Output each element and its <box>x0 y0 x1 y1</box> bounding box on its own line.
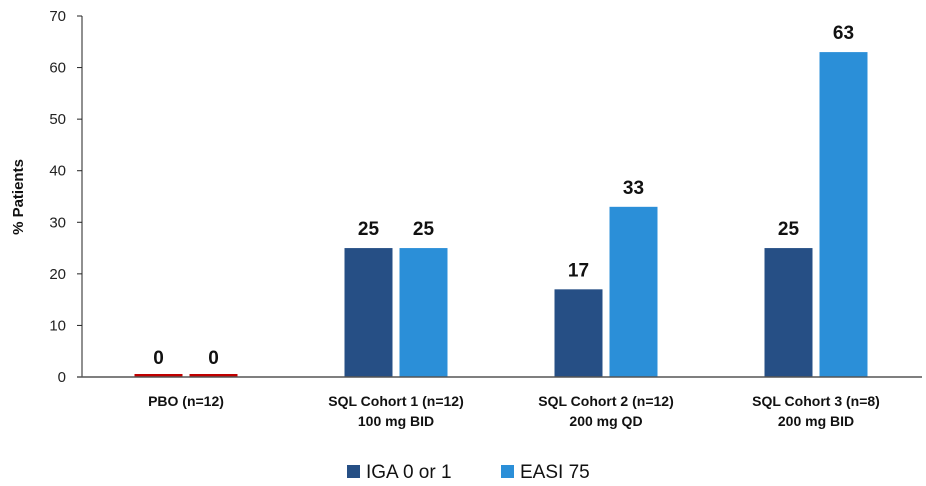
data-label: 25 <box>413 219 435 240</box>
data-label: 63 <box>833 23 854 44</box>
y-tick-label: 50 <box>49 111 66 128</box>
y-axis-title: % Patients <box>10 159 27 235</box>
bar-easi-75 <box>189 374 238 377</box>
y-tick-label: 70 <box>49 8 66 25</box>
x-category-label: PBO (n=12) <box>148 393 224 409</box>
bar-iga-0-or-1 <box>764 248 813 377</box>
bar-easi-75 <box>819 52 868 377</box>
data-label: 25 <box>778 219 800 240</box>
data-label: 0 <box>208 348 219 369</box>
x-category-label: 200 mg BID <box>778 413 854 429</box>
y-tick-label: 40 <box>49 163 66 180</box>
data-label: 17 <box>568 260 589 281</box>
data-label: 33 <box>623 178 644 199</box>
legend-label: EASI 75 <box>520 462 590 483</box>
x-category-label: SQL Cohort 2 (n=12) <box>538 393 673 409</box>
y-tick-label: 60 <box>49 60 66 77</box>
bar-iga-0-or-1 <box>344 248 393 377</box>
x-category-label: SQL Cohort 3 (n=8) <box>752 393 880 409</box>
x-category-label: 200 mg QD <box>569 413 642 429</box>
legend-swatch <box>347 465 360 478</box>
legend-swatch <box>501 465 514 478</box>
y-tick-label: 10 <box>49 317 66 334</box>
data-label: 0 <box>153 348 164 369</box>
bar-iga-0-or-1 <box>554 289 603 377</box>
data-label: 25 <box>358 219 380 240</box>
y-tick-label: 0 <box>58 369 66 386</box>
x-category-label: SQL Cohort 1 (n=12) <box>328 393 463 409</box>
bar-easi-75 <box>609 206 658 377</box>
y-tick-label: 20 <box>49 266 66 283</box>
y-tick-label: 30 <box>49 214 66 231</box>
x-category-label: 100 mg BID <box>358 413 434 429</box>
bar-iga-0-or-1 <box>134 374 183 377</box>
bar-easi-75 <box>399 248 448 377</box>
legend-label: IGA 0 or 1 <box>366 462 452 483</box>
